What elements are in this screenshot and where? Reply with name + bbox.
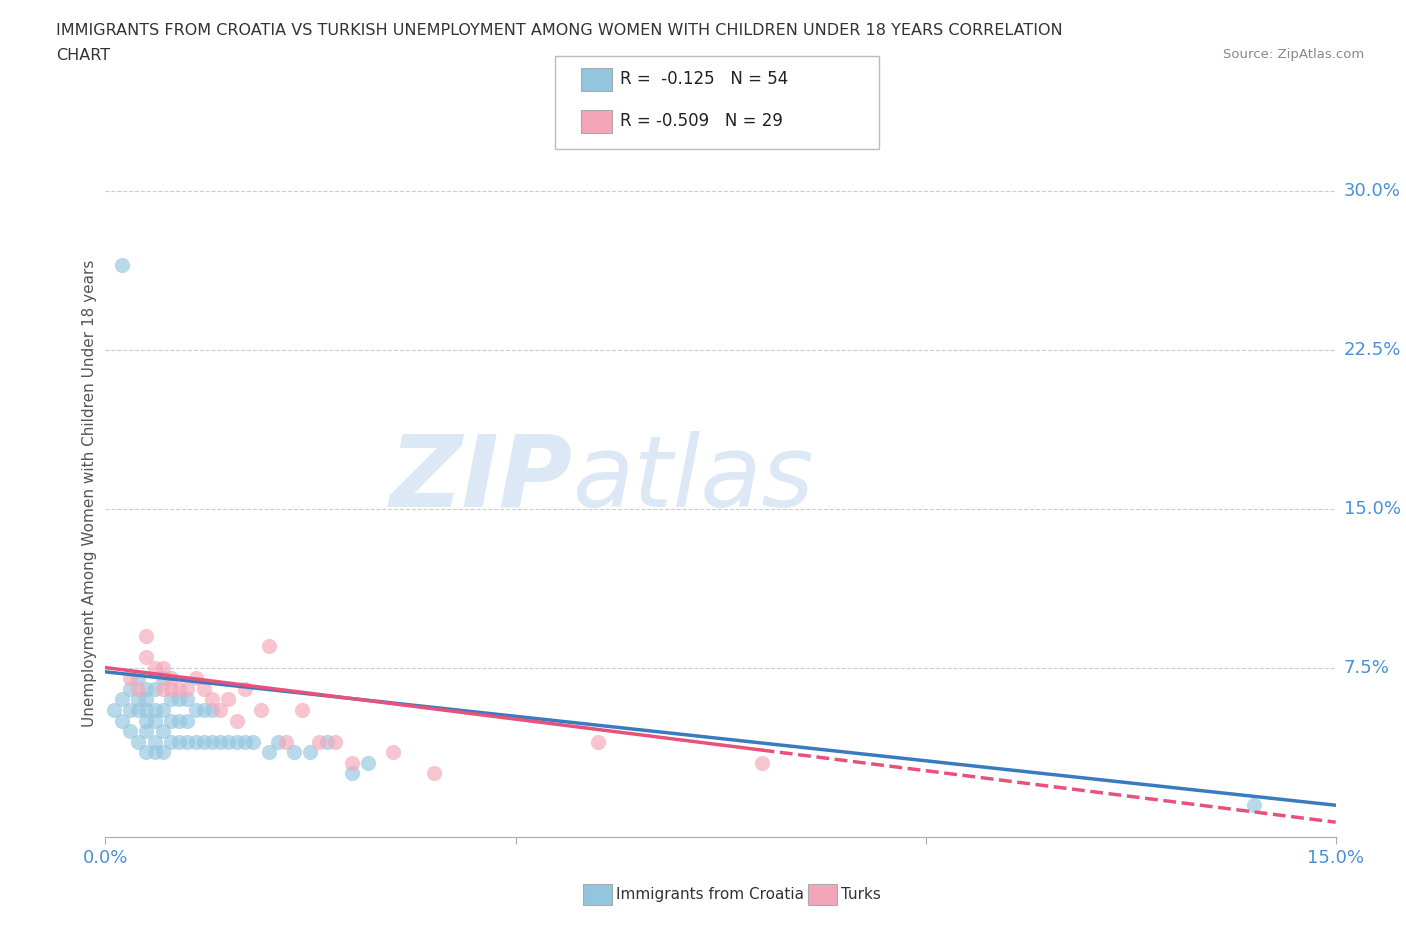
Point: [135, 745, 157, 760]
Point: [193, 702, 215, 717]
Point: [120, 682, 141, 697]
Point: [201, 735, 224, 750]
Point: [357, 755, 380, 770]
Point: [135, 724, 157, 738]
Text: atlas: atlas: [574, 431, 814, 527]
Point: [152, 745, 174, 760]
Point: [135, 702, 157, 717]
Point: [340, 755, 363, 770]
Point: [143, 713, 166, 728]
Point: [242, 735, 264, 750]
Point: [176, 692, 198, 707]
Point: [135, 692, 157, 707]
Point: [127, 692, 149, 707]
Point: [152, 682, 174, 697]
Point: [209, 702, 232, 717]
Text: R =  -0.125   N = 54: R = -0.125 N = 54: [620, 71, 789, 88]
Text: R = -0.509   N = 29: R = -0.509 N = 29: [620, 113, 783, 130]
Point: [184, 671, 207, 685]
Point: [267, 735, 290, 750]
Point: [143, 682, 166, 697]
Text: 22.5%: 22.5%: [1344, 341, 1402, 359]
Point: [176, 682, 198, 697]
Point: [111, 713, 134, 728]
Point: [111, 692, 134, 707]
Text: ZIP: ZIP: [389, 431, 574, 527]
Point: [193, 682, 215, 697]
Point: [169, 682, 191, 697]
Text: IMMIGRANTS FROM CROATIA VS TURKISH UNEMPLOYMENT AMONG WOMEN WITH CHILDREN UNDER : IMMIGRANTS FROM CROATIA VS TURKISH UNEMP…: [56, 23, 1063, 38]
Point: [291, 702, 314, 717]
Point: [127, 682, 149, 697]
Point: [160, 692, 183, 707]
Point: [308, 735, 330, 750]
Point: [135, 649, 157, 664]
Point: [323, 735, 346, 750]
Point: [422, 766, 444, 781]
Point: [169, 692, 191, 707]
Point: [127, 702, 149, 717]
Point: [120, 671, 141, 685]
Point: [586, 735, 609, 750]
Point: [225, 713, 247, 728]
Point: [169, 735, 191, 750]
Point: [259, 639, 281, 654]
Point: [135, 682, 157, 697]
Point: [751, 755, 773, 770]
Point: [184, 735, 207, 750]
Point: [152, 702, 174, 717]
Point: [283, 745, 305, 760]
Point: [120, 702, 141, 717]
Point: [193, 735, 215, 750]
Point: [218, 735, 240, 750]
Point: [135, 629, 157, 644]
Point: [1243, 798, 1265, 813]
Point: [176, 713, 198, 728]
Point: [274, 735, 297, 750]
Point: [184, 702, 207, 717]
Point: [160, 671, 183, 685]
Point: [135, 713, 157, 728]
Point: [160, 713, 183, 728]
Point: [209, 735, 232, 750]
Point: [120, 724, 141, 738]
Point: [169, 713, 191, 728]
Point: [127, 735, 149, 750]
Point: [340, 766, 363, 781]
Point: [259, 745, 281, 760]
Text: 7.5%: 7.5%: [1344, 658, 1389, 677]
Point: [152, 671, 174, 685]
Point: [111, 258, 134, 272]
Point: [143, 702, 166, 717]
Point: [152, 724, 174, 738]
Point: [250, 702, 273, 717]
Point: [201, 692, 224, 707]
Point: [218, 692, 240, 707]
Point: [143, 745, 166, 760]
Point: [103, 702, 125, 717]
Point: [127, 671, 149, 685]
Text: 15.0%: 15.0%: [1344, 499, 1400, 518]
Point: [143, 660, 166, 675]
Point: [160, 682, 183, 697]
Point: [381, 745, 404, 760]
Point: [316, 735, 339, 750]
Y-axis label: Unemployment Among Women with Children Under 18 years: Unemployment Among Women with Children U…: [82, 259, 97, 726]
Text: Turks: Turks: [841, 887, 880, 902]
Point: [233, 735, 256, 750]
Text: 30.0%: 30.0%: [1344, 182, 1400, 200]
Point: [233, 682, 256, 697]
Point: [299, 745, 322, 760]
Point: [176, 735, 198, 750]
Point: [143, 735, 166, 750]
Point: [152, 660, 174, 675]
Text: Source: ZipAtlas.com: Source: ZipAtlas.com: [1223, 48, 1364, 61]
Text: CHART: CHART: [56, 48, 110, 63]
Point: [201, 702, 224, 717]
Text: Immigrants from Croatia: Immigrants from Croatia: [616, 887, 804, 902]
Point: [225, 735, 247, 750]
Point: [160, 735, 183, 750]
